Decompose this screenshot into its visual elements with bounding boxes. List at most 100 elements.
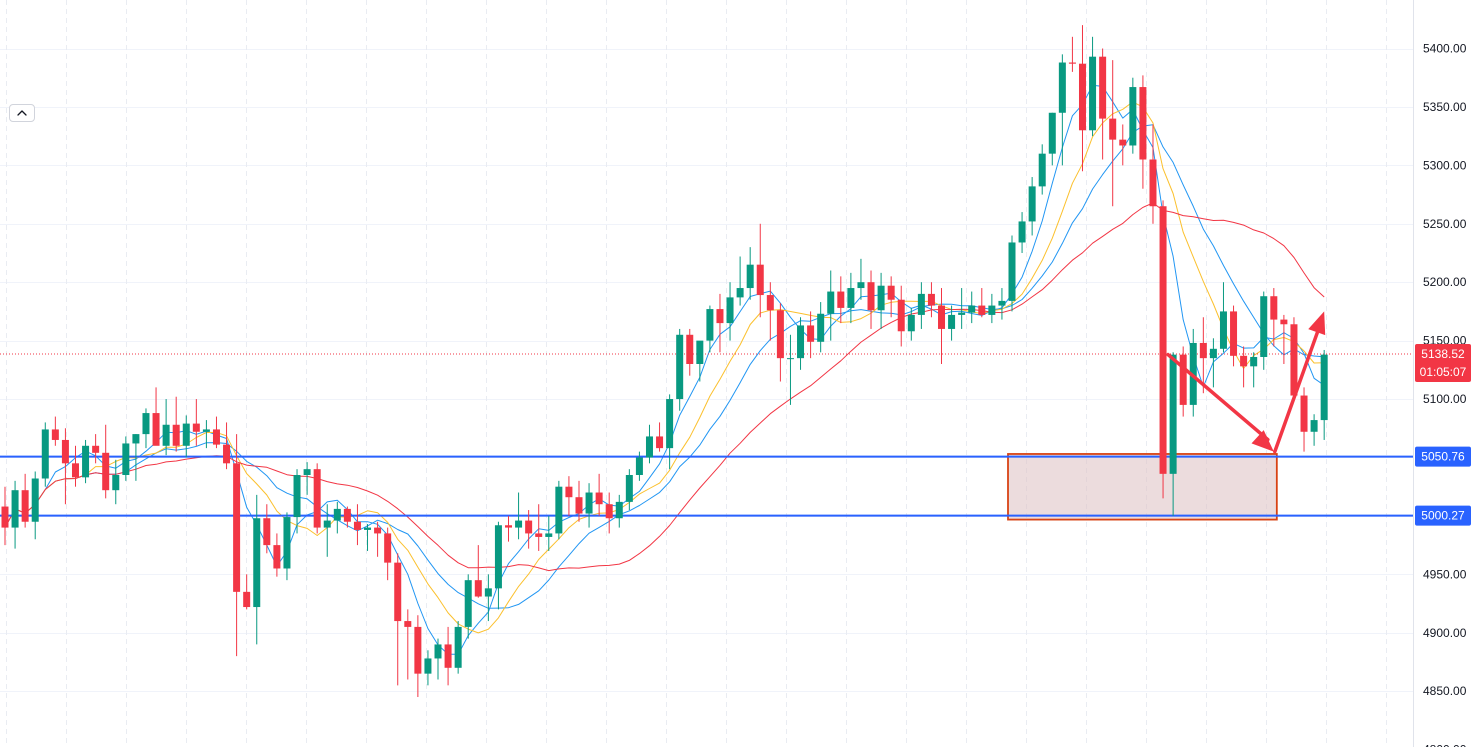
candle-up bbox=[968, 291, 976, 324]
candle-body bbox=[71, 463, 79, 478]
candle-body bbox=[525, 520, 533, 534]
candle-down bbox=[1139, 75, 1147, 189]
candle-down bbox=[192, 399, 200, 446]
candle-up bbox=[454, 621, 462, 674]
level-price-tag bbox=[1415, 446, 1471, 467]
candle-up bbox=[635, 451, 643, 481]
candle-up bbox=[1058, 54, 1066, 166]
candle-body bbox=[444, 644, 452, 668]
candle-body bbox=[676, 334, 684, 400]
arrow-head-up-icon bbox=[1308, 311, 1326, 336]
candle-body bbox=[41, 429, 49, 479]
candle-body bbox=[797, 325, 805, 359]
candle-down bbox=[535, 504, 543, 551]
price-tick-label: 5100.00 bbox=[1423, 392, 1467, 406]
collapse-chevron-button[interactable] bbox=[9, 104, 35, 122]
price-tick-label: 5300.00 bbox=[1423, 158, 1467, 172]
forecast-arrow[interactable] bbox=[1166, 311, 1326, 454]
candle-down bbox=[1099, 48, 1107, 160]
candle-body bbox=[253, 518, 261, 608]
candle-body bbox=[505, 525, 512, 528]
candle-down bbox=[343, 506, 351, 528]
candle-body bbox=[243, 591, 251, 608]
candle-down bbox=[474, 545, 482, 598]
candle-body bbox=[897, 299, 905, 332]
price-tick-label: 4850.00 bbox=[1423, 684, 1467, 698]
candle-down bbox=[565, 476, 573, 516]
candle-body bbox=[877, 285, 885, 311]
candle-body bbox=[887, 285, 895, 300]
candle-body bbox=[283, 517, 291, 569]
candle-down bbox=[1290, 317, 1298, 400]
candle-up bbox=[434, 638, 442, 680]
candle-up bbox=[666, 394, 674, 470]
candle-body bbox=[233, 463, 241, 592]
arrow-up-segment[interactable] bbox=[1273, 325, 1321, 454]
price-axis[interactable]: 5400.005350.005300.005250.005200.005150.… bbox=[1423, 42, 1467, 752]
candle-up bbox=[293, 469, 301, 534]
candle-body bbox=[494, 525, 502, 589]
candle-down bbox=[1159, 200, 1167, 499]
candle-up bbox=[31, 471, 39, 540]
price-tick-label: 4900.00 bbox=[1423, 626, 1467, 640]
candle-down bbox=[716, 293, 724, 353]
candle-body bbox=[1270, 296, 1278, 320]
candle-body bbox=[92, 445, 100, 453]
candle-down bbox=[1149, 124, 1157, 224]
candle-body bbox=[1169, 354, 1177, 474]
support-zone bbox=[1007, 453, 1278, 521]
candle-body bbox=[938, 305, 946, 329]
candle-body bbox=[1260, 296, 1268, 357]
candle-down bbox=[686, 328, 694, 376]
candle-up bbox=[1169, 352, 1177, 516]
candle-down bbox=[656, 422, 664, 452]
candle-up bbox=[746, 247, 754, 300]
candle-down bbox=[1109, 60, 1117, 207]
candle-up bbox=[827, 270, 835, 341]
candle-body bbox=[635, 457, 643, 476]
candle-body bbox=[11, 490, 19, 528]
candle-up bbox=[1008, 235, 1016, 312]
candle-body bbox=[786, 358, 794, 360]
candle-body bbox=[958, 312, 966, 315]
candle-body bbox=[1129, 87, 1137, 146]
candle-down bbox=[897, 285, 905, 347]
candle-body bbox=[696, 340, 704, 364]
candle-down bbox=[212, 416, 220, 449]
level-price-label: 5000.27 bbox=[1421, 509, 1465, 523]
candle-body bbox=[1199, 342, 1207, 359]
candle-body bbox=[1078, 63, 1086, 131]
support-zone-box bbox=[1007, 453, 1278, 521]
candle-up bbox=[1018, 212, 1026, 253]
candle-up bbox=[182, 415, 190, 458]
candle-body bbox=[1250, 356, 1258, 367]
candle-up bbox=[122, 436, 130, 481]
candle-up bbox=[1129, 77, 1137, 154]
candle-down bbox=[867, 270, 875, 329]
arrow-down-segment[interactable] bbox=[1166, 352, 1270, 442]
candle-body bbox=[756, 264, 764, 296]
candle-body bbox=[464, 580, 472, 627]
candle-up bbox=[1048, 112, 1056, 166]
candle-body bbox=[1240, 355, 1248, 367]
candle-body bbox=[1230, 311, 1238, 356]
candle-body bbox=[202, 429, 210, 432]
candle-body bbox=[313, 469, 321, 528]
candle-body bbox=[303, 469, 311, 476]
candle-up bbox=[958, 288, 966, 329]
countdown-label: 01:05:07 bbox=[1420, 365, 1467, 379]
candle-up bbox=[625, 469, 633, 511]
candle-down bbox=[273, 533, 281, 577]
candle-up bbox=[364, 524, 372, 551]
candle-body bbox=[1068, 62, 1076, 64]
candle-up bbox=[11, 480, 19, 549]
candle-down bbox=[414, 615, 422, 698]
price-tick-label: 5250.00 bbox=[1423, 217, 1467, 231]
candle-up bbox=[303, 462, 311, 495]
candle-down bbox=[837, 276, 845, 324]
candle-body bbox=[61, 439, 69, 464]
candle-body bbox=[605, 504, 613, 519]
candle-body bbox=[1280, 319, 1288, 325]
